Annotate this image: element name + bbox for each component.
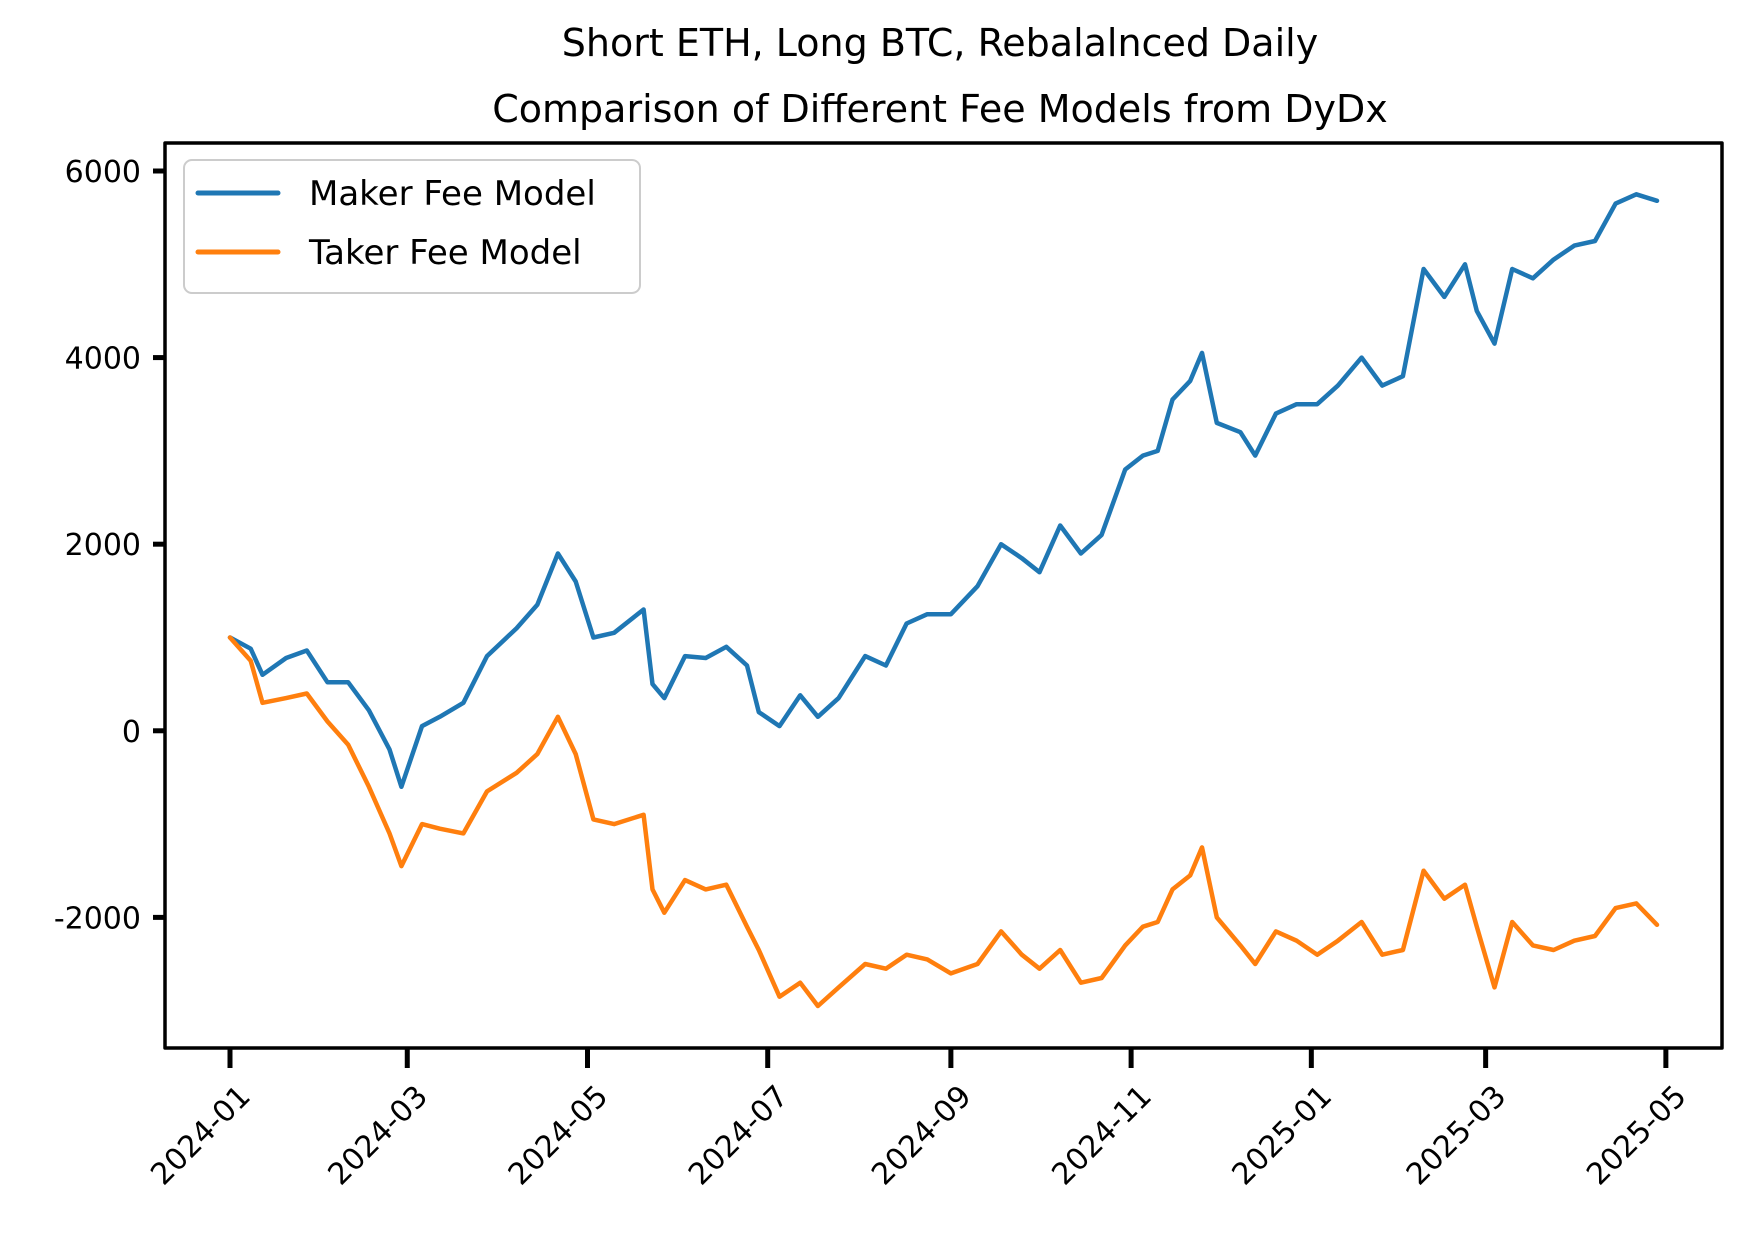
- x-tick-label: 2025-01: [1226, 1079, 1339, 1192]
- x-tick-label: 2024-11: [1045, 1079, 1158, 1192]
- legend-label-maker: Maker Fee Model: [309, 174, 596, 214]
- y-tick-label: 0: [122, 715, 141, 750]
- x-axis: 2024-01 2024-03 2024-05 2024-07 2024-09 2024-…: [144, 1048, 1694, 1192]
- x-tick-label: 2024-03: [322, 1079, 435, 1192]
- series-line-maker: [227, 192, 1660, 790]
- y-axis: 6000 4000 2000 0 -2000: [54, 155, 165, 936]
- x-tick-label: 2025-05: [1580, 1079, 1693, 1192]
- plot-frame: [163, 141, 1724, 1050]
- legend: Maker Fee Model Taker Fee Model: [183, 159, 641, 294]
- chart-title-line-2: Comparison of Different Fee Models from …: [492, 87, 1388, 131]
- chart-title-line-1: Short ETH, Long BTC, Rebalalnced Daily: [562, 21, 1318, 65]
- x-tick-label: 2024-01: [144, 1079, 257, 1192]
- y-tick-label: -2000: [54, 901, 141, 936]
- x-tick-label: 2024-07: [682, 1079, 795, 1192]
- x-tick-label: 2024-05: [502, 1079, 615, 1192]
- legend-label-taker: Taker Fee Model: [308, 233, 582, 273]
- series-line-taker: [227, 635, 1660, 1009]
- legend-box: [183, 159, 641, 294]
- x-tick-label: 2024-09: [865, 1079, 978, 1192]
- y-tick-label: 6000: [65, 155, 141, 190]
- series-group: [227, 192, 1660, 1009]
- y-tick-label: 2000: [65, 528, 141, 563]
- x-tick-label: 2025-03: [1400, 1079, 1513, 1192]
- y-tick-label: 4000: [65, 342, 141, 377]
